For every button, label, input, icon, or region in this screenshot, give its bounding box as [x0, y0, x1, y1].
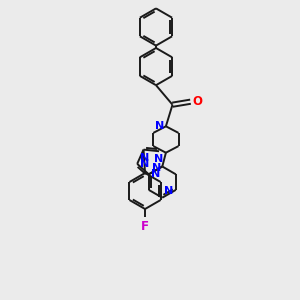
Text: N: N [140, 153, 149, 163]
Text: O: O [193, 95, 202, 108]
Text: F: F [141, 220, 149, 233]
Text: N: N [164, 185, 173, 196]
Text: N: N [154, 121, 164, 131]
Text: N: N [152, 169, 161, 179]
Text: N: N [140, 159, 149, 169]
Text: N: N [152, 163, 161, 173]
Text: N: N [154, 154, 164, 164]
